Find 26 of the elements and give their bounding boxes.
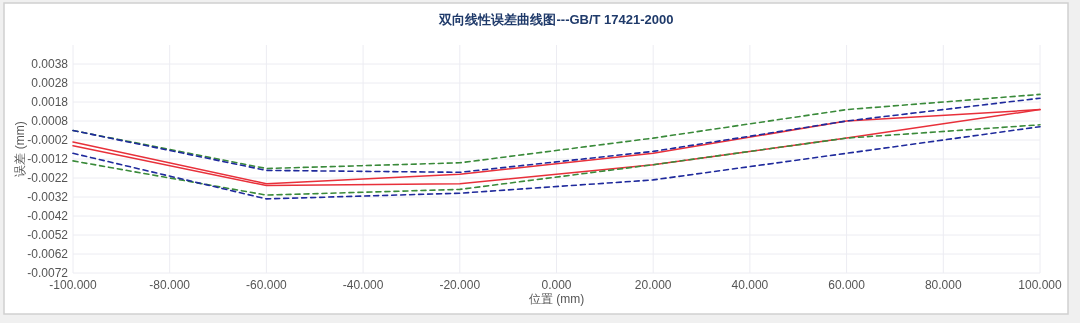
x-axis-title: 位置 (mm): [528, 292, 585, 306]
y-tick-label: -0.0002: [27, 133, 69, 147]
x-tick-label: -80.000: [149, 278, 191, 292]
y-axis-title: 误差 (mm): [13, 121, 27, 177]
x-tick-label: 40.000: [731, 278, 769, 292]
y-tick-label: -0.0022: [27, 171, 69, 185]
x-tick-label: 80.000: [924, 278, 962, 292]
x-tick-label: -40.000: [342, 278, 384, 292]
y-tick-label: 0.0028: [31, 76, 69, 90]
y-tick-label: -0.0012: [27, 152, 69, 166]
y-tick-label: -0.0052: [27, 228, 69, 242]
x-tick-label: -20.000: [439, 278, 481, 292]
x-tick-label: 60.000: [828, 278, 866, 292]
x-tick-label: 100.000: [1018, 278, 1063, 292]
x-tick-label: 0.000: [541, 278, 572, 292]
y-tick-label: -0.0072: [27, 266, 69, 280]
y-tick-label: -0.0042: [27, 209, 69, 223]
y-tick-label: -0.0032: [27, 190, 69, 204]
y-tick-label: 0.0018: [31, 95, 69, 109]
x-tick-label: 20.000: [634, 278, 672, 292]
y-tick-label: 0.0008: [31, 114, 69, 128]
x-tick-label: -60.000: [246, 278, 288, 292]
y-tick-label: 0.0038: [31, 57, 69, 71]
y-tick-label: -0.0062: [27, 247, 69, 261]
x-tick-label: -100.000: [49, 278, 98, 292]
chart-title: 双向线性误差曲线图---GB/T 17421-2000: [438, 12, 674, 27]
